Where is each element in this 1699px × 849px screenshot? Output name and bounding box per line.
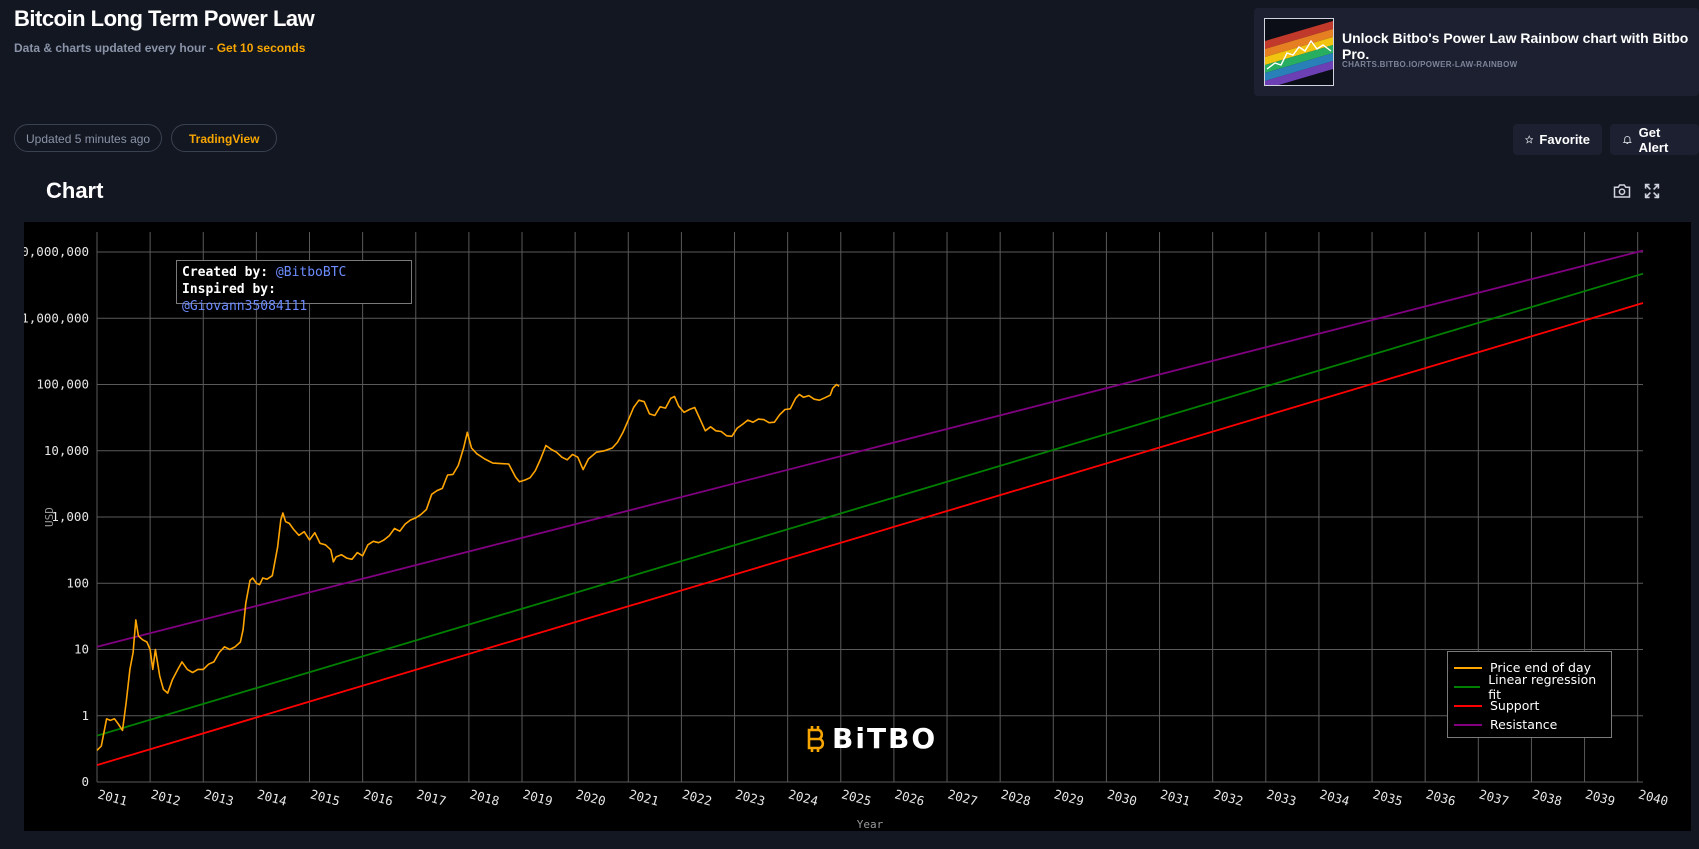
y-tick-label: 1,000,000 — [24, 310, 89, 325]
x-tick-label: 2039 — [1584, 786, 1617, 808]
y-tick-label: 0 — [81, 774, 89, 789]
star-icon — [1525, 135, 1534, 144]
x-tick-label: 2034 — [1318, 786, 1351, 808]
x-tick-label: 2036 — [1424, 786, 1457, 808]
fullscreen-icon[interactable] — [1643, 183, 1661, 199]
watermark-text: BiTBO — [832, 722, 938, 755]
page-title: Bitcoin Long Term Power Law — [14, 6, 315, 31]
favorite-label: Favorite — [1539, 132, 1590, 147]
y-tick-label: 10,000,000 — [24, 244, 89, 259]
legend-swatch — [1454, 666, 1482, 669]
x-tick-label: 2040 — [1637, 786, 1670, 808]
bitbo-watermark: BiTBO — [806, 722, 937, 755]
chart-area[interactable]: 10,000,0001,000,000100,00010,0001,000100… — [24, 222, 1691, 831]
legend-label: Linear regression fit — [1488, 671, 1597, 702]
x-tick-label: 2023 — [734, 786, 767, 808]
promo-banner[interactable]: Unlock Bitbo's Power Law Rainbow chart w… — [1254, 8, 1699, 96]
x-tick-label: 2038 — [1531, 786, 1564, 808]
x-tick-label: 2021 — [627, 786, 660, 808]
legend-item-resistance[interactable]: Resistance — [1454, 715, 1605, 734]
y-tick-label: 10 — [74, 642, 89, 657]
x-tick-label: 2012 — [149, 786, 182, 808]
inspired-by-handle[interactable]: @Giovann35084111 — [182, 299, 308, 314]
subtitle-text: Data & charts updated every hour - — [14, 41, 217, 55]
favorite-button[interactable]: Favorite — [1513, 124, 1602, 155]
promo-url: CHARTS.BITBO.IO/POWER-LAW-RAINBOW — [1342, 60, 1518, 69]
x-tick-label: 2037 — [1478, 786, 1511, 808]
x-axis-label: Year — [857, 818, 884, 831]
x-tick-label: 2017 — [415, 786, 448, 808]
upgrade-link[interactable]: Get 10 seconds — [216, 41, 306, 55]
legend-swatch — [1454, 723, 1482, 726]
camera-icon[interactable] — [1613, 183, 1631, 199]
price-line — [96, 383, 840, 751]
inspired-by-label: Inspired by: — [182, 282, 276, 297]
legend-label: Price end of day — [1490, 660, 1592, 675]
legend-item-support[interactable]: Support — [1454, 696, 1605, 715]
x-tick-label: 2011 — [96, 786, 129, 808]
y-tick-label: 10,000 — [44, 443, 89, 458]
legend-swatch — [1454, 704, 1482, 707]
x-tick-label: 2018 — [468, 786, 501, 808]
chart-legend: Price end of day Linear regression fit S… — [1447, 651, 1612, 738]
updated-badge: Updated 5 minutes ago — [14, 124, 163, 152]
x-tick-label: 2033 — [1265, 786, 1298, 808]
created-by-handle[interactable]: @BitboBTC — [275, 265, 347, 280]
get-alert-label: Get Alert — [1638, 124, 1669, 155]
y-tick-label: 100 — [66, 575, 89, 590]
credits-box: Created by: @BitboBTC Inspired by: @Giov… — [176, 260, 412, 314]
x-tick-label: 2022 — [681, 786, 714, 808]
x-tick-label: 2019 — [521, 786, 554, 808]
x-tick-label: 2016 — [362, 786, 395, 808]
x-tick-label: 2029 — [1053, 786, 1086, 808]
legend-label: Resistance — [1490, 717, 1558, 732]
x-tick-label: 2032 — [1212, 786, 1245, 808]
support-line — [96, 302, 1644, 766]
x-tick-label: 2020 — [574, 786, 607, 808]
promo-title: Unlock Bitbo's Power Law Rainbow chart w… — [1342, 30, 1689, 62]
legend-swatch — [1454, 685, 1481, 688]
get-alert-button[interactable]: Get Alert — [1610, 124, 1699, 155]
y-axis-label: USD — [43, 507, 56, 527]
promo-thumbnail — [1264, 18, 1334, 86]
x-tick-label: 2027 — [946, 786, 979, 808]
legend-item-regression[interactable]: Linear regression fit — [1454, 672, 1605, 702]
y-tick-label: 1 — [81, 708, 89, 723]
x-tick-label: 2014 — [256, 786, 289, 808]
created-by-label: Created by: — [182, 265, 269, 280]
legend-label: Support — [1490, 698, 1540, 713]
x-tick-label: 2025 — [840, 786, 873, 808]
bell-icon — [1622, 136, 1632, 144]
x-tick-label: 2035 — [1371, 786, 1404, 808]
x-tick-label: 2013 — [202, 786, 235, 808]
x-tick-label: 2028 — [999, 786, 1032, 808]
x-tick-label: 2031 — [1159, 786, 1192, 808]
page-subtitle: Data & charts updated every hour - Get 1… — [14, 41, 305, 55]
x-tick-label: 2015 — [309, 786, 342, 808]
bitbo-logo-icon — [807, 725, 825, 752]
x-tick-label: 2030 — [1106, 786, 1139, 808]
y-tick-label: 100,000 — [36, 377, 89, 392]
regression-line — [96, 272, 1644, 737]
resistance-line — [96, 249, 1644, 648]
legend-item-price[interactable]: Price end of day — [1454, 658, 1605, 677]
x-tick-label: 2024 — [787, 786, 820, 808]
y-tick-label: 1,000 — [51, 509, 89, 524]
x-tick-label: 2026 — [893, 786, 926, 808]
tradingview-button[interactable]: TradingView — [171, 124, 278, 152]
chart-section-title: Chart — [46, 178, 104, 203]
